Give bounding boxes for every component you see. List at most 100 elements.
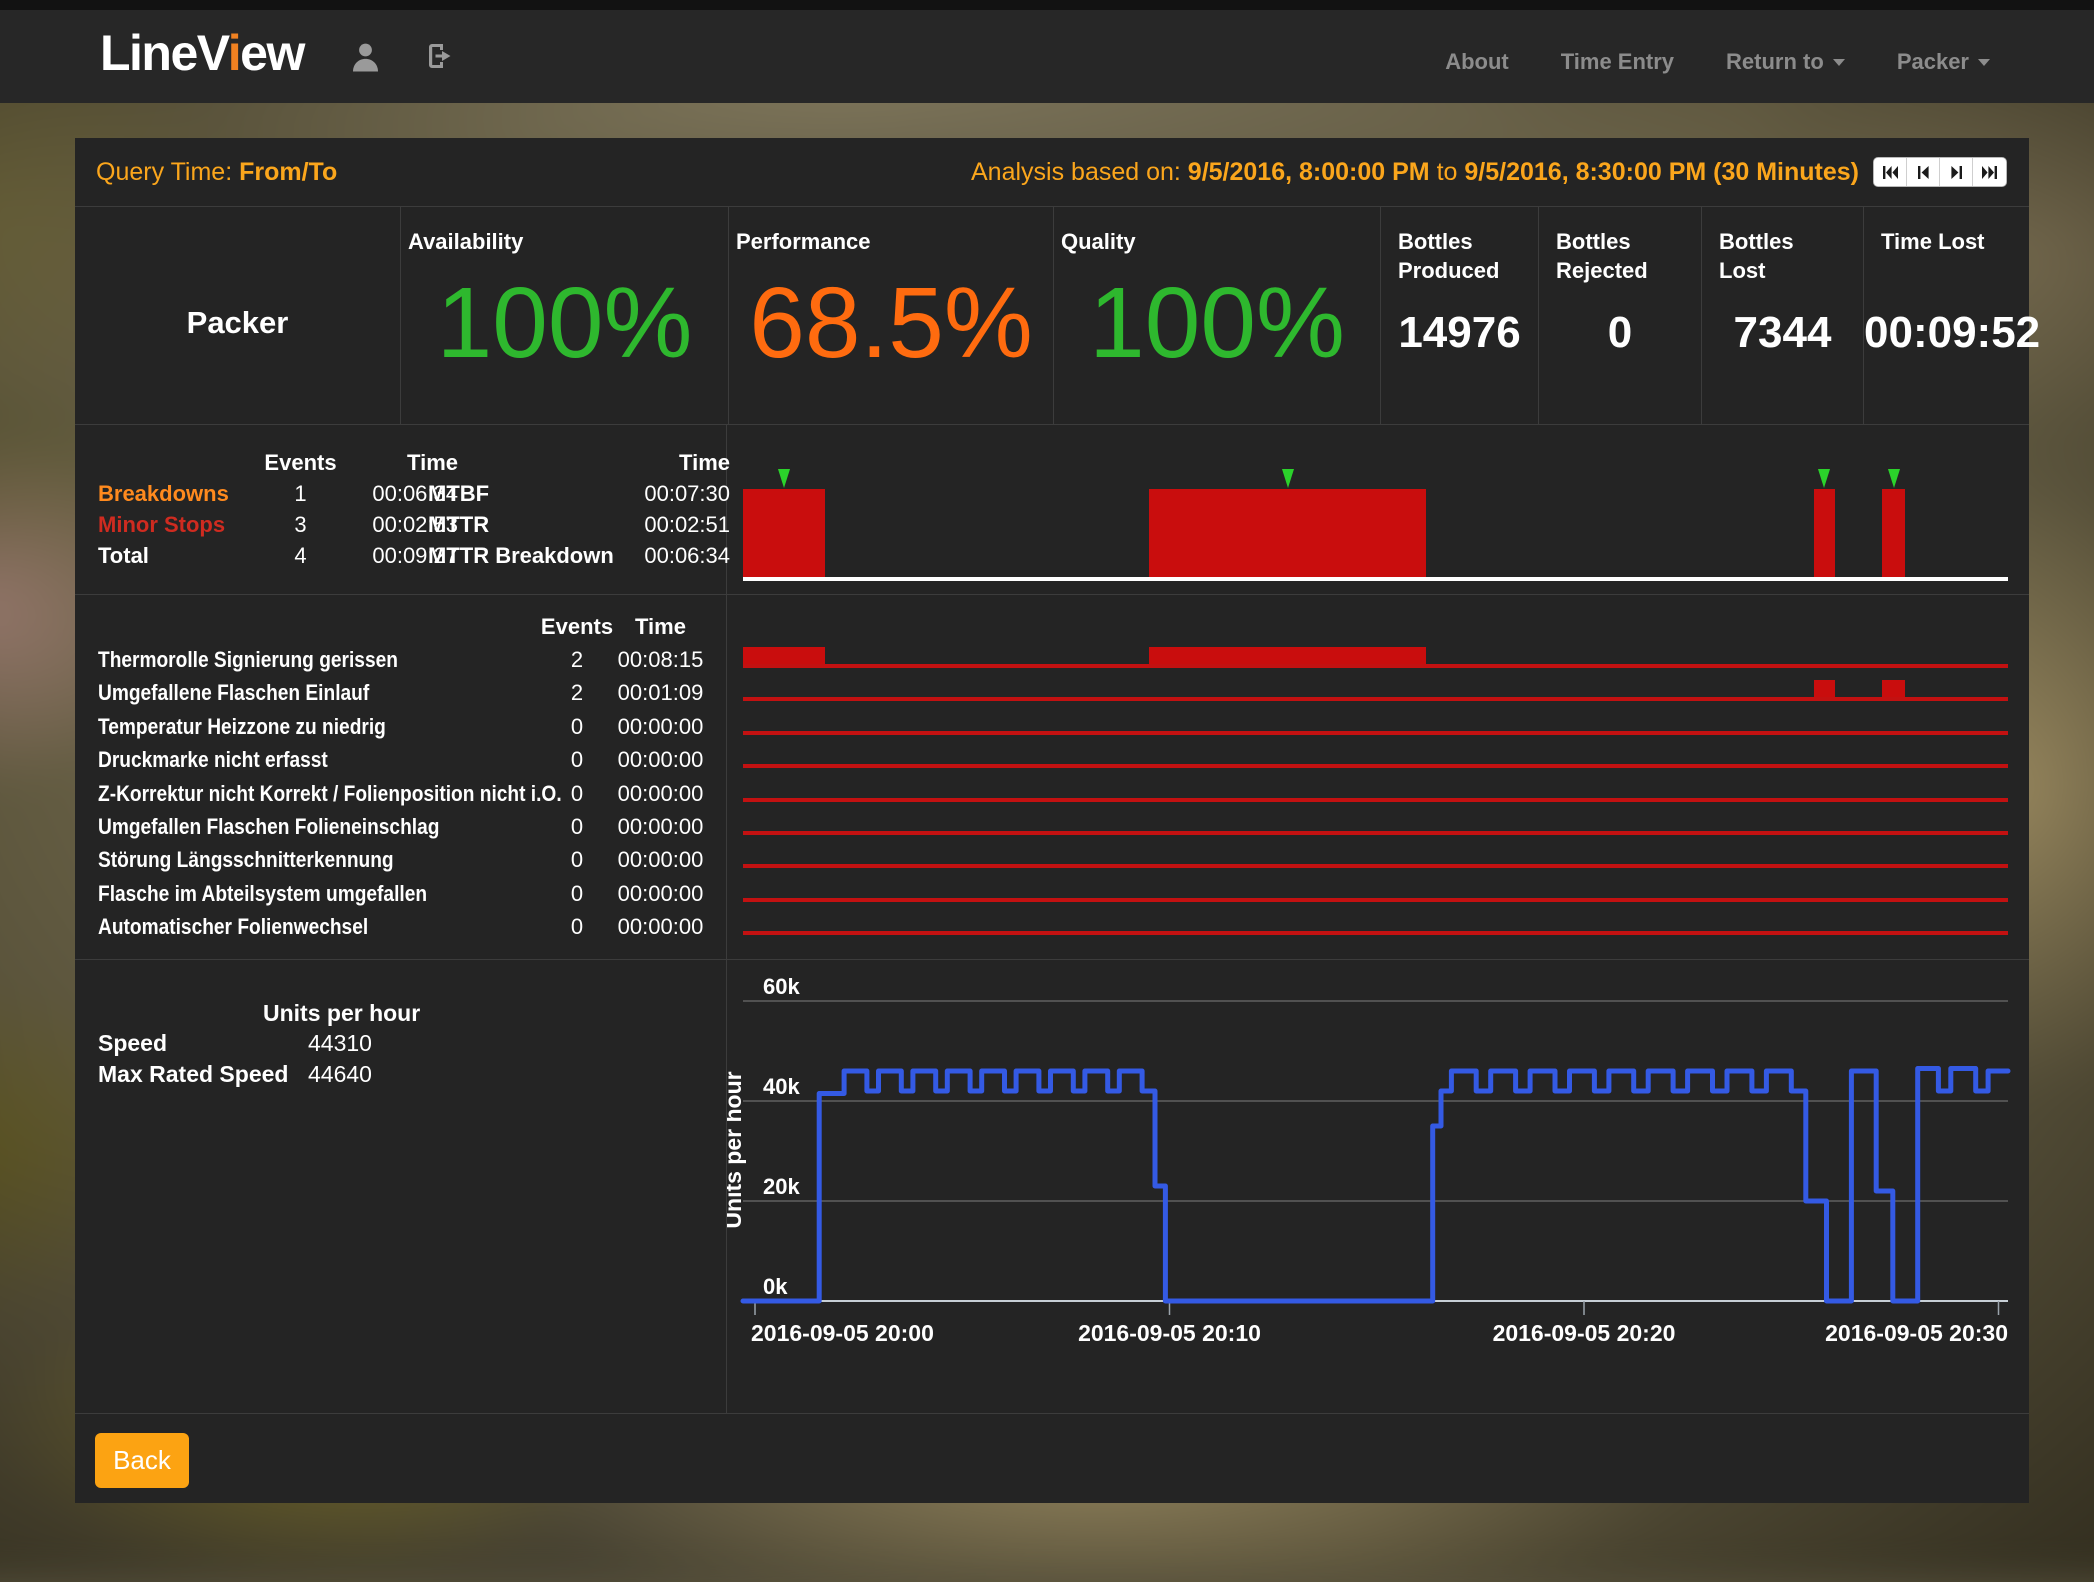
y-axis-title: Units per hour — [727, 1071, 746, 1228]
skip-to-start-button[interactable] — [1874, 158, 1907, 186]
y-tick-label: 60k — [763, 974, 800, 999]
kpi-label: Performance — [736, 229, 871, 254]
logo-text: LineV — [100, 25, 229, 81]
stop-bar — [1814, 489, 1835, 577]
event-row: Thermorolle Signierung gerissen 2 00:08:15 — [98, 643, 704, 676]
event-time: 00:00:00 — [617, 780, 704, 806]
units-per-hour-title: Units per hour — [263, 1000, 421, 1026]
event-name: Störung Längsschnitterkennung — [98, 847, 394, 873]
kpi-label: Time Lost — [1881, 229, 1985, 254]
logo-accent-letter: i — [227, 25, 242, 81]
step-backward-button[interactable] — [1907, 158, 1940, 186]
table-row: Minor Stops 3 00:02:53 — [98, 509, 458, 540]
breakdown-stats: Events Time Breakdowns 1 00:06:34 Minor … — [75, 425, 730, 594]
event-count: 2 — [570, 647, 584, 672]
stop-bar — [1882, 489, 1906, 577]
event-row: Automatischer Folienwechsel 0 00:00:00 — [98, 910, 704, 943]
event-marker-icon — [1887, 469, 1900, 488]
query-time: Query Time: From/To — [96, 138, 337, 206]
event-name: Flasche im Abteilsystem umgefallen — [98, 880, 428, 906]
kpi-label: Availability — [408, 229, 524, 254]
timeline-baseline — [743, 577, 2008, 581]
event-count: 0 — [570, 813, 584, 839]
kpi-time-lost: Time Lost 00:09:52 — [1863, 207, 2040, 424]
stop-bar — [743, 647, 826, 664]
total-time: 00:09:27 — [372, 543, 458, 568]
chevron-down-icon — [1832, 59, 1845, 67]
user-icon[interactable] — [352, 42, 379, 77]
skip-to-end-button[interactable] — [1973, 158, 2006, 186]
event-count: 0 — [570, 747, 584, 773]
event-row: Störung Längsschnitterkennung 0 00:00:00 — [98, 843, 704, 876]
mttr-table: Time MTBF 00:07:30 MTTR 00:02:51 MTTR Br… — [428, 447, 730, 571]
events-column-header: Events — [264, 450, 337, 475]
stop-bar — [1882, 680, 1906, 698]
kpi-machine-cell: Packer — [75, 207, 400, 424]
event-timeline-baseline — [743, 730, 2008, 735]
event-time: 00:00:00 — [617, 847, 704, 873]
speed-value: 44310 — [308, 1030, 372, 1056]
stop-bar — [743, 489, 826, 577]
speed-section: Units per hour Speed 44310 Max Rated Spe… — [75, 960, 2029, 1413]
nav-return-to[interactable]: Return to — [1726, 49, 1845, 75]
stop-bar — [1814, 680, 1835, 698]
events-column-header: Events — [540, 614, 614, 639]
event-row: Umgefallen Flaschen Folieneinschlag 0 00:0… — [98, 810, 704, 843]
events-list: Events Time Thermorolle Signierung geris… — [75, 595, 727, 959]
analysis-from: 9/5/2016, 8:00:00 PM — [1187, 157, 1430, 186]
event-name: Umgefallen Flaschen Folieneinschlag — [98, 813, 440, 839]
nav-machine-label: Packer — [1896, 48, 1969, 74]
kpi-row: Packer Availability 100% Performance 68.… — [75, 207, 2040, 425]
kpi-label: Bottles Lost — [1719, 229, 1794, 283]
breakdown-section: Events Time Breakdowns 1 00:06:34 Minor … — [75, 425, 2029, 595]
kpi-quality: Quality 100% — [1053, 207, 1380, 424]
step-forward-button[interactable] — [1940, 158, 1973, 186]
table-row: MTTR 00:02:51 — [428, 509, 730, 540]
event-row: Flasche im Abteilsystem umgefallen 0 00:00… — [98, 877, 704, 910]
query-header: Query Time: From/To Analysis based on: 9… — [75, 138, 2029, 207]
x-tick-label: 2016-09-05 20:20 — [1493, 1320, 1676, 1346]
event-marker-icon — [1818, 469, 1831, 488]
kpi-value: 68.5% — [749, 267, 1033, 379]
table-row: MTTR Breakdown 00:06:34 — [428, 540, 730, 571]
event-name: Thermorolle Signierung gerissen — [98, 647, 398, 672]
kpi-label: Bottles Rejected — [1556, 229, 1648, 283]
event-name: Temperatur Heizzone zu niedrig — [98, 713, 386, 739]
dashboard-panel: Query Time: From/To Analysis based on: 9… — [75, 138, 2040, 1503]
event-count: 0 — [570, 713, 584, 739]
nav-return-to-label: Return to — [1726, 48, 1824, 74]
max-rated-speed-label: Max Rated Speed — [98, 1061, 289, 1087]
kpi-bottles-lost: Bottles Lost 7344 — [1701, 207, 1863, 424]
kpi-availability: Availability 100% — [400, 207, 728, 424]
event-time: 00:08:15 — [617, 647, 704, 672]
breakdowns-label: Breakdowns — [98, 481, 229, 506]
kpi-value: 7344 — [1733, 308, 1832, 357]
nav-about[interactable]: About — [1445, 48, 1509, 74]
kpi-performance: Performance 68.5% — [728, 207, 1053, 424]
event-name: Umgefallene Flaschen Einlauf — [98, 680, 370, 706]
nav-machine-menu[interactable]: Packer — [1897, 49, 1990, 75]
event-count: 2 — [570, 680, 584, 706]
query-time-label: Query Time: — [96, 158, 240, 186]
query-time-value[interactable]: From/To — [239, 158, 338, 186]
minor-stops-label: Minor Stops — [98, 512, 226, 537]
events-list-header: Events Time — [98, 611, 704, 643]
mttr-breakdown-time: 00:06:34 — [644, 543, 730, 568]
breakdown-timeline-chart — [727, 425, 2029, 594]
event-time: 00:00:00 — [617, 880, 704, 906]
stop-bar — [1148, 647, 1427, 664]
mttr-time: 00:02:51 — [644, 512, 730, 537]
table-row: Total 4 00:09:27 — [98, 540, 458, 571]
back-button[interactable]: Back — [95, 1433, 189, 1488]
y-tick-label: 20k — [763, 1174, 800, 1199]
kpi-value: 100% — [1089, 267, 1345, 379]
table-row: Breakdowns 1 00:06:34 — [98, 478, 458, 509]
event-marker-icon — [1281, 469, 1294, 488]
units-per-hour-line — [740, 1066, 2011, 1304]
event-timeline-baseline — [743, 864, 2008, 869]
events-section: Events Time Thermorolle Signierung geris… — [75, 595, 2029, 960]
app-logo[interactable]: LineView — [100, 24, 305, 82]
nav-time-entry[interactable]: Time Entry — [1560, 48, 1675, 74]
speed-stats: Units per hour Speed 44310 Max Rated Spe… — [75, 960, 727, 1413]
logout-icon[interactable] — [426, 42, 454, 75]
